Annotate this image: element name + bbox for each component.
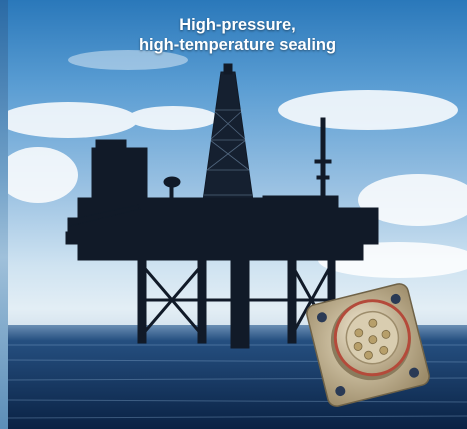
headline-line-1: High-pressure, [179,16,296,34]
scene-illustration [8,50,467,429]
clouds [8,50,467,278]
headline: High-pressure, high-temperature sealing [8,15,467,55]
headline-line-2: high-temperature sealing [138,36,337,54]
circular-connector [306,283,430,407]
oil-platform-silhouette [65,63,379,349]
offshore-platform-photo: High-pressure, high-temperature sealing [8,0,467,429]
